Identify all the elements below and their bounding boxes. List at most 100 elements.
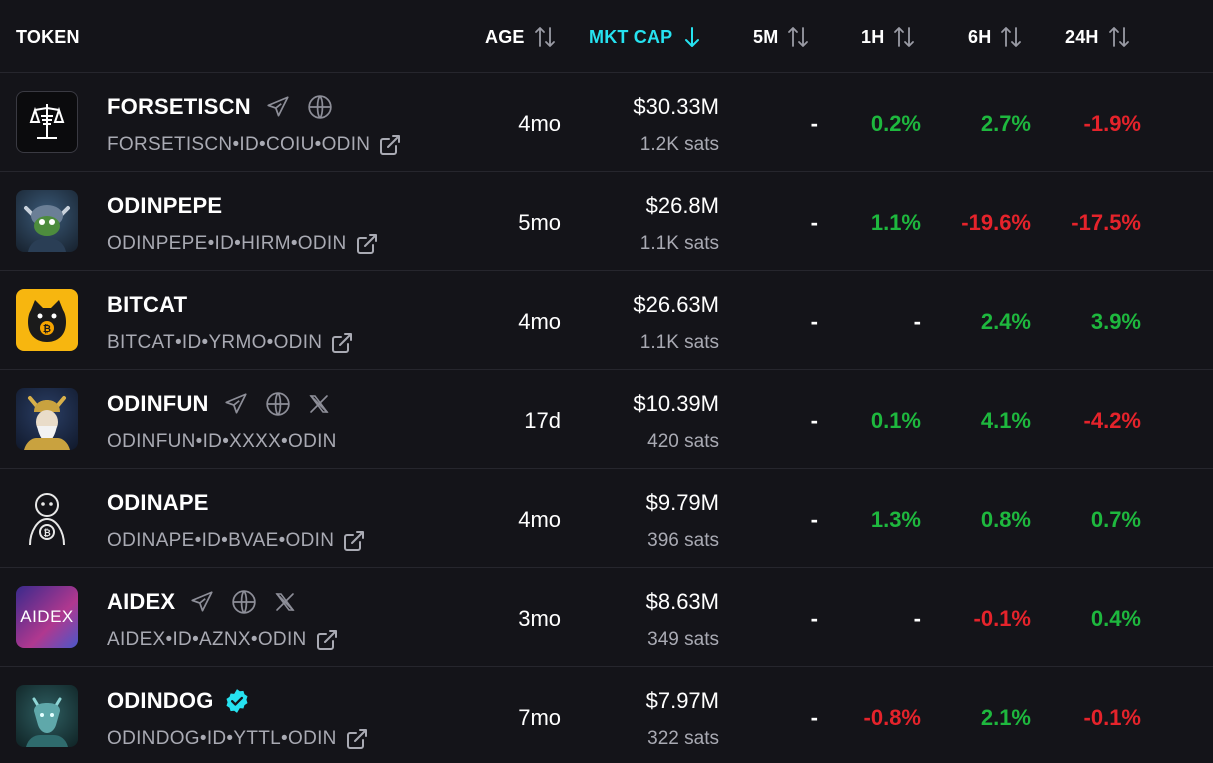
ape-icon: ₿ (29, 493, 65, 546)
token-name[interactable]: BITCAT (107, 292, 188, 317)
token-avatar[interactable]: ₿ (16, 289, 78, 351)
column-header-5m[interactable]: 5M (753, 26, 810, 48)
price-sats: 349 sats (647, 629, 719, 650)
svg-text:₿: ₿ (43, 323, 51, 335)
external-link-icon[interactable] (355, 232, 379, 256)
change-1h: 1.1% (870, 210, 921, 235)
table-header: TOKEN AGE MKT CAP 5M (0, 0, 1213, 73)
token-name[interactable]: ODINAPE (107, 490, 209, 515)
column-header-24h-label: 24H (1065, 26, 1099, 47)
column-header-age[interactable]: AGE (485, 26, 557, 48)
scales-of-justice-icon (29, 104, 65, 139)
change-24h: 0.7% (1090, 507, 1141, 532)
token-name[interactable]: ODINPEPE (107, 193, 223, 218)
table-row[interactable]: ₿ ODINAPE ODINAPE•ID•BVAE•ODIN 4mo $9.79… (0, 469, 1213, 568)
token-age: 4mo (518, 309, 561, 334)
change-6h: 2.1% (980, 705, 1031, 730)
column-header-6h[interactable]: 6H (968, 26, 1023, 48)
market-cap: $26.63M (633, 292, 719, 317)
external-link-icon[interactable] (345, 727, 369, 751)
table-row[interactable]: AIDEX AIDEX AIDEX•ID•AZNX•ODIN 3mo $8.63… (0, 568, 1213, 667)
token-avatar[interactable] (16, 685, 78, 747)
table-row[interactable]: ODINDOG ODINDOG•ID•YTTL•ODIN 7mo $7.97M … (0, 667, 1213, 763)
market-cap: $26.8M (645, 193, 719, 218)
sort-icon[interactable] (1107, 26, 1131, 48)
change-1h: - (913, 606, 921, 631)
sort-icon[interactable] (786, 26, 810, 48)
token-age: 4mo (518, 111, 561, 136)
column-header-token-label: TOKEN (16, 26, 80, 47)
external-link-icon[interactable] (342, 529, 366, 553)
wolf-icon (26, 697, 68, 747)
column-header-age-label: AGE (485, 26, 525, 47)
globe-icon[interactable] (265, 391, 291, 417)
column-header-6h-label: 6H (968, 26, 992, 47)
token-name[interactable]: AIDEX (107, 589, 176, 614)
pepe-viking-icon (24, 205, 70, 252)
change-1h: - (913, 309, 921, 334)
token-name[interactable]: ODINFUN (107, 391, 209, 416)
token-age: 4mo (518, 507, 561, 532)
token-avatar[interactable] (16, 91, 78, 153)
sort-icon[interactable] (892, 26, 916, 48)
token-name[interactable]: FORSETISCN (107, 94, 251, 119)
globe-icon[interactable] (231, 589, 257, 615)
token-avatar[interactable]: ₿ (16, 487, 78, 549)
table-row[interactable]: FORSETISCN FORSETISCN•ID•COIU•ODIN 4mo $… (0, 73, 1213, 172)
telegram-icon[interactable] (223, 391, 249, 417)
change-1h: 1.3% (870, 507, 921, 532)
globe-icon[interactable] (307, 94, 333, 120)
change-6h: 4.1% (980, 408, 1031, 433)
token-age: 5mo (518, 210, 561, 235)
change-24h: 0.4% (1090, 606, 1141, 631)
token-id: ODINFUN•ID•XXXX•ODIN (107, 431, 337, 452)
table-row[interactable]: ₿ BITCAT BITCAT•ID•YRMO•ODIN 4mo $26.63M… (0, 271, 1213, 370)
token-age: 7mo (518, 705, 561, 730)
price-sats: 1.1K sats (639, 233, 719, 254)
table-row[interactable]: ODINFUN ODINFUN•ID•XXXX•ODIN 17d $10.39M… (0, 370, 1213, 469)
token-id: FORSETISCN•ID•COIU•ODIN (107, 134, 371, 155)
sort-icon[interactable] (533, 26, 557, 48)
column-header-24h[interactable]: 24H (1065, 26, 1131, 48)
price-sats: 420 sats (647, 431, 719, 452)
token-id: ODINDOG•ID•YTTL•ODIN (107, 728, 337, 749)
x-icon[interactable] (307, 392, 331, 416)
change-1h: -0.8% (863, 705, 921, 730)
change-5m: - (810, 111, 818, 136)
telegram-icon[interactable] (189, 589, 215, 615)
external-link-icon[interactable] (330, 331, 354, 355)
change-1h: 0.2% (870, 111, 921, 136)
token-avatar[interactable] (16, 388, 78, 450)
market-cap: $10.39M (633, 391, 719, 416)
external-link-icon[interactable] (378, 133, 402, 157)
change-5m: - (810, 408, 818, 433)
column-header-mkt-cap[interactable]: MKT CAP (589, 26, 702, 48)
x-icon[interactable] (273, 590, 297, 614)
change-5m: - (810, 705, 818, 730)
change-24h: -1.9% (1083, 111, 1141, 136)
sort-icon[interactable] (999, 26, 1023, 48)
change-24h: -0.1% (1083, 705, 1141, 730)
market-cap: $7.97M (645, 688, 719, 713)
token-id: BITCAT•ID•YRMO•ODIN (107, 332, 323, 353)
change-6h: 2.7% (980, 111, 1031, 136)
price-sats: 1.1K sats (639, 332, 719, 353)
token-age: 17d (524, 408, 561, 433)
change-6h: -19.6% (961, 210, 1031, 235)
change-1h: 0.1% (870, 408, 921, 433)
price-sats: 1.2K sats (639, 134, 719, 155)
table-row[interactable]: ODINPEPE ODINPEPE•ID•HIRM•ODIN 5mo $26.8… (0, 172, 1213, 271)
token-name[interactable]: ODINDOG (107, 688, 214, 713)
change-5m: - (810, 507, 818, 532)
external-link-icon[interactable] (315, 628, 339, 652)
token-avatar[interactable] (16, 190, 78, 252)
token-id: ODINAPE•ID•BVAE•ODIN (107, 530, 335, 551)
sort-descending-icon[interactable] (682, 26, 702, 48)
telegram-icon[interactable] (265, 94, 291, 120)
change-5m: - (810, 606, 818, 631)
change-5m: - (810, 309, 818, 334)
token-avatar[interactable]: AIDEX (16, 586, 78, 648)
market-cap: $8.63M (645, 589, 719, 614)
column-header-1h[interactable]: 1H (861, 26, 916, 48)
